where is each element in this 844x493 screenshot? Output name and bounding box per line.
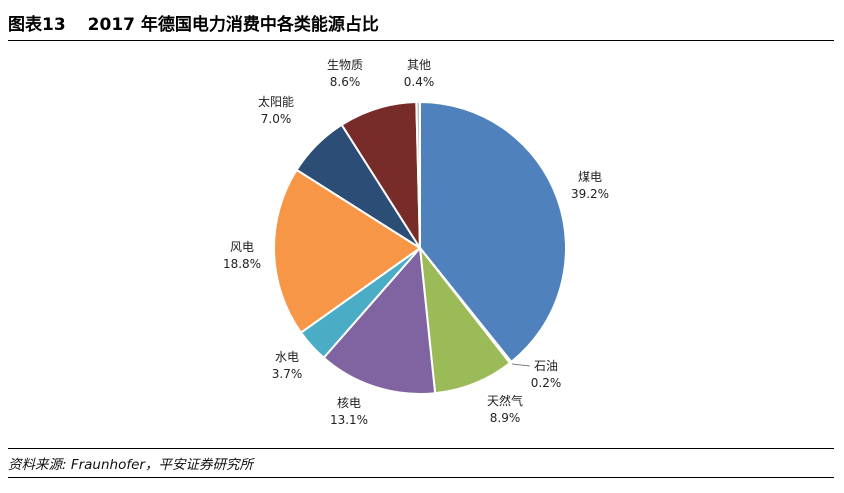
slice-value-label: 18.8%: [223, 257, 261, 271]
slice-value-label: 39.2%: [571, 187, 609, 201]
figure-footer: 资料来源: Fraunhofer，平安证券研究所: [8, 448, 834, 478]
pie-slice: [418, 244, 512, 395]
pie-slice: [419, 100, 567, 364]
slice-category-label: 风电: [230, 240, 254, 254]
pie-chart: 煤电 39.2% 石油 0.2% 天然气 8.9% 核电 13.1% 水电 3.7% 风电 18.8%…: [223, 58, 609, 427]
slice-value-label: 7.0%: [261, 112, 292, 126]
slice-category-label: 太阳能: [258, 94, 294, 109]
pie-slice: [415, 100, 421, 249]
pie-slices: [273, 100, 567, 395]
slice-value-label: 8.9%: [490, 411, 521, 425]
slice-value-label: 13.1%: [330, 413, 368, 427]
slice-category-label: 天然气: [487, 393, 523, 408]
slice-value-label: 8.6%: [330, 75, 361, 89]
figure-header: 图表13 2017 年德国电力消费中各类能源占比: [8, 14, 834, 41]
chart-title: 2017 年德国电力消费中各类能源占比: [87, 15, 379, 35]
slice-category-label: 核电: [337, 396, 361, 410]
slice-category-label: 水电: [275, 350, 299, 364]
leader-lines: [511, 363, 531, 367]
figure-label: 图表13: [8, 15, 66, 35]
slice-value-label: 3.7%: [272, 367, 303, 381]
slice-category-label: 煤电: [578, 170, 602, 184]
pie-slice: [273, 168, 422, 334]
slice-labels: 煤电 39.2% 石油 0.2% 天然气 8.9% 核电 13.1% 水电 3.7% 风电 18.8%…: [223, 58, 609, 427]
source-note: 资料来源: Fraunhofer，平安证券研究所: [8, 457, 253, 473]
slice-value-label: 0.4%: [404, 75, 435, 89]
pie-chart-area: 煤电 39.2% 石油 0.2% 天然气 8.9% 核电 13.1% 水电 3.7% 风电 18.8%…: [0, 44, 844, 444]
slice-category-label: 其他: [407, 58, 431, 72]
leader-line: [511, 363, 531, 367]
slice-category-label: 生物质: [327, 58, 363, 72]
pie-slice: [322, 245, 437, 395]
slice-category-label: 石油: [534, 359, 558, 373]
slice-value-label: 0.2%: [531, 376, 562, 390]
